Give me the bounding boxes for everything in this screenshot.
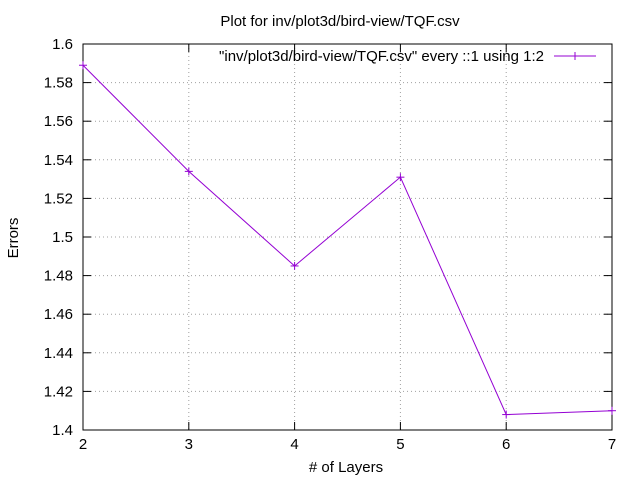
y-tick-label: 1.58	[44, 75, 73, 92]
y-tick-label: 1.44	[44, 345, 73, 362]
data-point	[290, 261, 299, 270]
data-point	[184, 167, 193, 176]
legend-label: "inv/plot3d/bird-view/TQF.csv" every ::1…	[219, 48, 544, 65]
plot-border	[82, 43, 613, 431]
x-tick-label: 6	[502, 436, 510, 453]
y-tick-label: 1.54	[44, 152, 73, 169]
data-point	[608, 406, 616, 415]
y-tick-label: 1.5	[52, 229, 73, 246]
y-axis-label: Errors	[5, 218, 22, 259]
y-tick-label: 1.56	[44, 113, 73, 130]
chart-title: Plot for inv/plot3d/bird-view/TQF.csv	[220, 13, 460, 30]
y-tick-label: 1.46	[44, 306, 73, 323]
y-tick-label: 1.42	[44, 383, 73, 400]
plot-frame	[82, 43, 613, 431]
y-tick-label: 1.48	[44, 268, 73, 285]
x-tick-label: 5	[396, 436, 404, 453]
data-point	[502, 410, 511, 419]
x-tick-label: 7	[608, 436, 616, 453]
x-axis-label: # of Layers	[309, 459, 383, 476]
y-tick-label: 1.52	[44, 190, 73, 207]
series-layer	[79, 61, 616, 419]
x-tick-label: 4	[290, 436, 298, 453]
y-tick-label: 1.4	[52, 422, 73, 439]
legend-sample	[554, 52, 596, 60]
x-tick-label: 2	[79, 436, 87, 453]
y-tick-label: 1.6	[52, 36, 73, 53]
data-point	[396, 173, 405, 182]
legend: "inv/plot3d/bird-view/TQF.csv" every ::1…	[219, 48, 596, 65]
data-point	[79, 61, 87, 70]
grid	[83, 44, 612, 430]
series-line	[82, 64, 613, 416]
x-tick-label: 3	[185, 436, 193, 453]
